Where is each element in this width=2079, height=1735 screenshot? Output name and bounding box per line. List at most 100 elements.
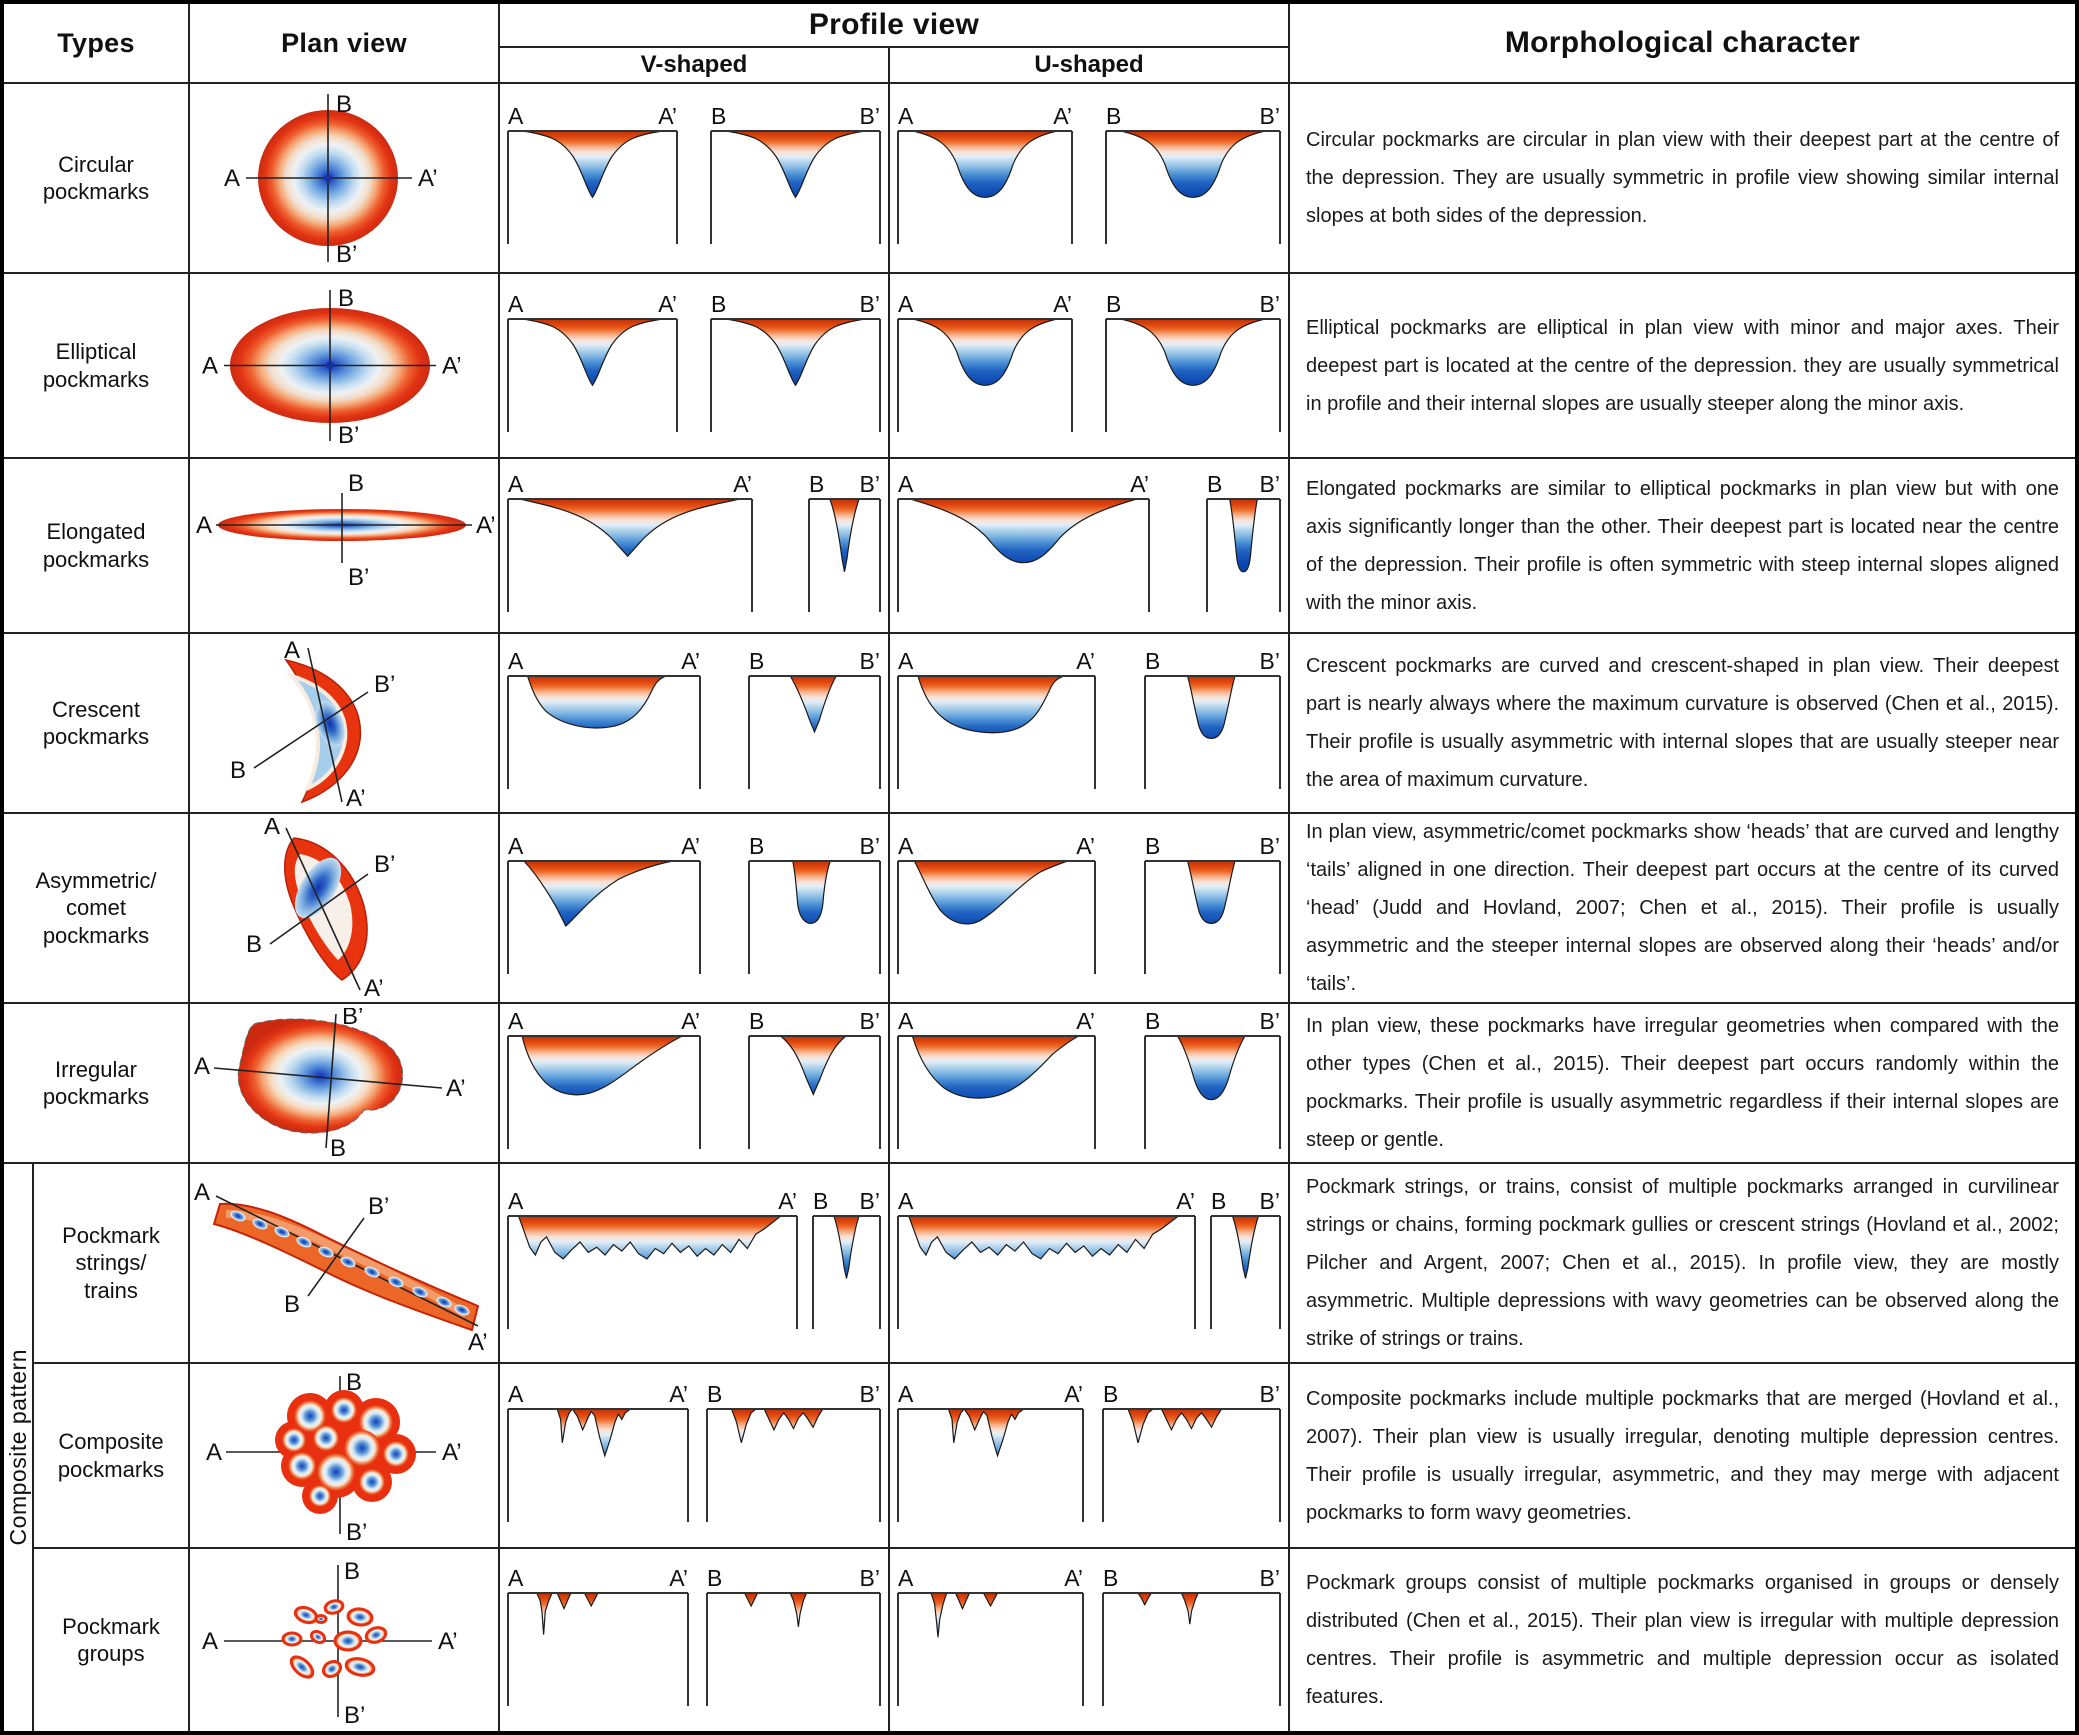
profile-label-left: B: [1145, 1008, 1160, 1034]
profile-frame: [1206, 497, 1281, 612]
axis-line-a: [285, 827, 361, 991]
profile-panel-u-aa: A A’: [897, 1565, 1084, 1706]
depression-profile: [931, 1593, 998, 1637]
type-cell-circular-label: Circular pockmarks: [42, 151, 150, 205]
profile-panel-u-bb: B B’: [1102, 1381, 1281, 1522]
morphology-description-text: In plan view, asymmetric/comet pockmarks…: [1306, 821, 2059, 995]
profile-panel-v-bb: B B’: [706, 1565, 881, 1706]
profile-label-right: B’: [1260, 103, 1280, 129]
profile-u-composite-pockmarks: A A’ B B’: [890, 1364, 1290, 1549]
morphology-description-text: Elongated pockmarks are similar to ellip…: [1306, 477, 2059, 614]
axis-label-b2: B’: [336, 241, 357, 268]
depression-profile: [528, 676, 666, 728]
plan-deep-spot: [294, 857, 342, 919]
profile-frame: [748, 1035, 881, 1149]
axis-label-a: A: [206, 1439, 222, 1466]
profile-panel-u-aa: A A’: [897, 648, 1096, 789]
plan-view-diagram: A A’ B B’: [230, 638, 395, 808]
type-cell-asymmetric-comet-label: Asymmetric/ comet pockmarks: [35, 867, 157, 948]
profile-panel-v-aa: A A’: [507, 471, 753, 612]
profile-label-left: B: [809, 471, 824, 497]
profile-panel-v-bb: B B’: [748, 833, 881, 974]
plan-view-diagram: A A’ B B’: [194, 1179, 488, 1356]
profile-label-right: A’: [733, 471, 752, 497]
depression-profile: [520, 499, 740, 556]
profile-label-left: B: [1145, 833, 1160, 859]
composite-pockmark: [359, 1469, 385, 1495]
profile-label-right: B’: [1260, 291, 1280, 317]
axis-label-a2: A’: [446, 1075, 466, 1102]
profile-label-left: B: [1211, 1188, 1226, 1214]
morphology-description-composite-pockmarks: Composite pockmarks include multiple poc…: [1290, 1364, 2075, 1549]
string-pockmark-dot: [436, 1296, 452, 1308]
header-u-shaped: U-shaped: [890, 48, 1290, 84]
profile-label-right: A’: [658, 103, 677, 129]
profile-frame: [897, 675, 1096, 789]
axis-label-a: A: [194, 1179, 210, 1206]
profile-frame: [897, 317, 1073, 432]
profile-u-asymmetric-comet: A A’ B B’: [890, 814, 1290, 1004]
depression-profile: [1230, 499, 1258, 572]
profile-v-crescent: A A’ B B’: [500, 634, 890, 814]
depression-profile: [523, 131, 663, 197]
header-profile-view: Profile view: [500, 4, 1290, 48]
profile-label-left: A: [508, 471, 524, 497]
profile-label-left: B: [749, 1008, 764, 1034]
profile-label-right: A’: [1130, 471, 1149, 497]
plan-view-crescent: A A’ B B’: [190, 634, 500, 814]
profile-label-left: B: [1145, 648, 1160, 674]
group-pockmark: [344, 1657, 376, 1677]
header-v-shaped-label: V-shaped: [640, 51, 748, 78]
profile-panel-v-bb: B B’: [748, 648, 881, 789]
type-cell-elongated-label: Elongated pockmarks: [42, 519, 150, 572]
plan-view-diagram: A A’ B’ B: [194, 1008, 466, 1158]
profile-frame: [1144, 1035, 1281, 1149]
profile-label-right: B’: [860, 291, 880, 317]
string-pockmark-dot: [388, 1276, 404, 1288]
profile-label-left: A: [898, 648, 914, 674]
depression-profile: [537, 1593, 598, 1635]
morphology-description-asymmetric-comet: In plan view, asymmetric/comet pockmarks…: [1290, 814, 2075, 1004]
profile-v-asymmetric-comet: A A’ B B’: [500, 814, 890, 1004]
profile-label-left: A: [898, 103, 914, 129]
header-morphological-character-label: Morphological character: [1504, 26, 1861, 59]
header-v-shaped: V-shaped: [500, 48, 890, 84]
plan-view-pockmark-strings: A A’ B B’: [190, 1164, 500, 1364]
group-pockmark: [323, 1599, 345, 1615]
plan-view-diagram: A A’ B B’: [202, 1558, 458, 1725]
profile-label-right: A’: [681, 648, 700, 674]
axis-label-b2: B’: [344, 1702, 365, 1725]
depression-profile: [910, 499, 1137, 563]
profile-panel-v-bb: B B’: [808, 471, 881, 612]
axis-label-a2: A’: [438, 1628, 458, 1655]
profile-label-right: B’: [1260, 1188, 1280, 1214]
morphology-description-text: In plan view, these pockmarks have irreg…: [1306, 1015, 2059, 1151]
profile-u-crescent: A A’ B B’: [890, 634, 1290, 814]
profile-v-composite-pockmarks: A A’ B B’: [500, 1364, 890, 1549]
morphology-description-text: Pockmark groups consist of multiple pock…: [1306, 1572, 2059, 1708]
profile-panel-v-aa: A A’: [507, 1008, 701, 1149]
profile-frame: [1102, 1592, 1281, 1706]
profile-label-left: B: [749, 833, 764, 859]
profile-label-right: B’: [860, 1381, 880, 1407]
type-cell-pockmark-groups: Pockmark groups: [34, 1549, 190, 1731]
axis-label-b: B: [348, 470, 364, 497]
profile-frame: [748, 860, 881, 974]
profile-frame: [507, 860, 701, 974]
axis-label-b2: B’: [348, 564, 369, 591]
morphology-description-pockmark-strings: Pockmark strings, or trains, consist of …: [1290, 1164, 2075, 1364]
type-cell-asymmetric-comet: Asymmetric/ comet pockmarks: [4, 814, 190, 1004]
profile-label-right: B’: [1260, 1008, 1280, 1034]
profile-label-right: A’: [778, 1188, 797, 1214]
morphology-description-irregular: In plan view, these pockmarks have irreg…: [1290, 1004, 2075, 1164]
axis-label-b: B: [346, 1369, 362, 1396]
plan-view-elliptical: A A’ B B’: [190, 274, 500, 459]
axis-label-a: A: [196, 512, 212, 539]
profile-panel-v-aa: A A’: [507, 1565, 689, 1706]
header-profile-view-label: Profile view: [808, 8, 980, 41]
header-plan-view-label: Plan view: [281, 27, 407, 58]
profile-panel-u-bb: B B’: [1102, 1565, 1281, 1706]
profile-u-pockmark-groups: A A’ B B’: [890, 1549, 1290, 1731]
plan-view-pockmark-groups: A A’ B B’: [190, 1549, 500, 1731]
group-pockmark: [321, 1659, 343, 1679]
